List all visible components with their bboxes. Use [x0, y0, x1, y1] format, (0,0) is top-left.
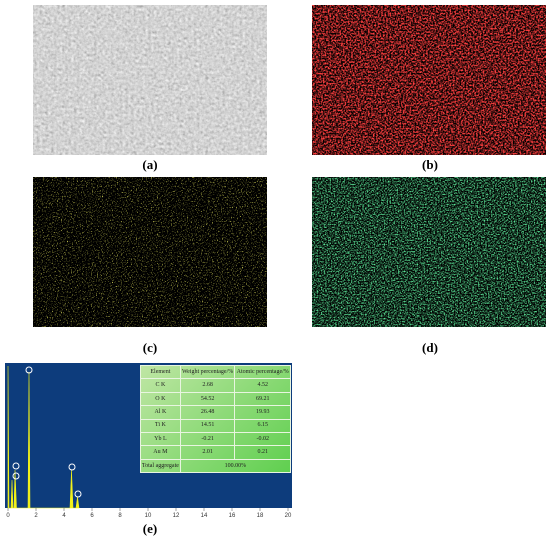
table-cell: 26.48 — [179, 405, 236, 420]
al-map — [312, 5, 546, 155]
spectrum-peaks — [7, 365, 80, 509]
table-cell: -0.02 — [234, 431, 291, 447]
peak-markers — [12, 366, 82, 498]
x-tick-label: 4 — [62, 513, 66, 519]
table-cell: 19.93 — [234, 405, 291, 420]
yb-map — [33, 177, 267, 327]
table-cell: 100.00% — [179, 458, 292, 474]
table-cell: Total aggregate — [140, 458, 181, 474]
table-cell: 54.52 — [179, 391, 236, 407]
table-cell: 6.15 — [234, 418, 291, 433]
table-cell: 69.21 — [234, 391, 291, 407]
table-cell: Al K — [140, 405, 181, 420]
table-row: O K 54.52 69.21 — [140, 391, 291, 407]
x-tick-label: 0 — [6, 513, 10, 519]
table-row: Total aggregate 100.00% — [140, 458, 292, 474]
sem-image — [33, 5, 267, 155]
table-cell: -0.21 — [179, 431, 236, 447]
eds-table: Element Weight percentage/% Atomic percent… — [140, 364, 292, 474]
o-map — [312, 177, 546, 327]
x-tick-label: 20 — [285, 513, 292, 519]
table-row: Al K 26.48 19.93 — [140, 405, 291, 420]
panel-label: (d) — [422, 340, 438, 355]
table-cell: 0.21 — [234, 445, 291, 460]
x-tick-label: 12 — [173, 513, 180, 519]
table-row: Element Weight percentage/% Atomic percent… — [140, 364, 291, 380]
table-row: Ti K 14.51 6.15 — [140, 418, 291, 433]
x-tick-label: 18 — [257, 513, 264, 519]
x-tick-label: 6 — [90, 513, 94, 519]
table-row: C K 2.68 4.52 — [140, 378, 291, 393]
table-cell: 2.68 — [179, 378, 236, 393]
table-cell: 14.51 — [179, 418, 236, 433]
x-tick-label: 8 — [118, 513, 122, 519]
table-cell: Yb L — [140, 431, 181, 447]
table-cell: 4.52 — [234, 378, 291, 393]
table-cell: Au M — [140, 445, 181, 460]
x-tick-label: 16 — [229, 513, 236, 519]
table-cell: Weight percentage/% — [179, 364, 236, 380]
x-tick-label: 2 — [34, 513, 38, 519]
table-cell: Element — [140, 364, 181, 380]
table-cell: O K — [140, 391, 181, 407]
panel-label: (c) — [143, 340, 157, 355]
panel-label: (b) — [422, 157, 438, 172]
x-tick-label: 10 — [145, 513, 152, 519]
table-cell: C K — [140, 378, 181, 393]
x-axis: 0 2 4 6 8 10 12 14 16 18 20 — [6, 508, 292, 519]
table-row: Au M 2.01 0.21 — [140, 445, 291, 460]
table-cell: 2.01 — [179, 445, 236, 460]
x-tick-label: 14 — [201, 513, 208, 519]
table-cell: Atomic percentage/% — [234, 364, 291, 380]
panel-label: (a) — [142, 157, 157, 172]
table-cell: Ti K — [140, 418, 181, 433]
panel-label: (e) — [143, 521, 157, 536]
table-row: Yb L -0.21 -0.02 — [140, 431, 291, 447]
